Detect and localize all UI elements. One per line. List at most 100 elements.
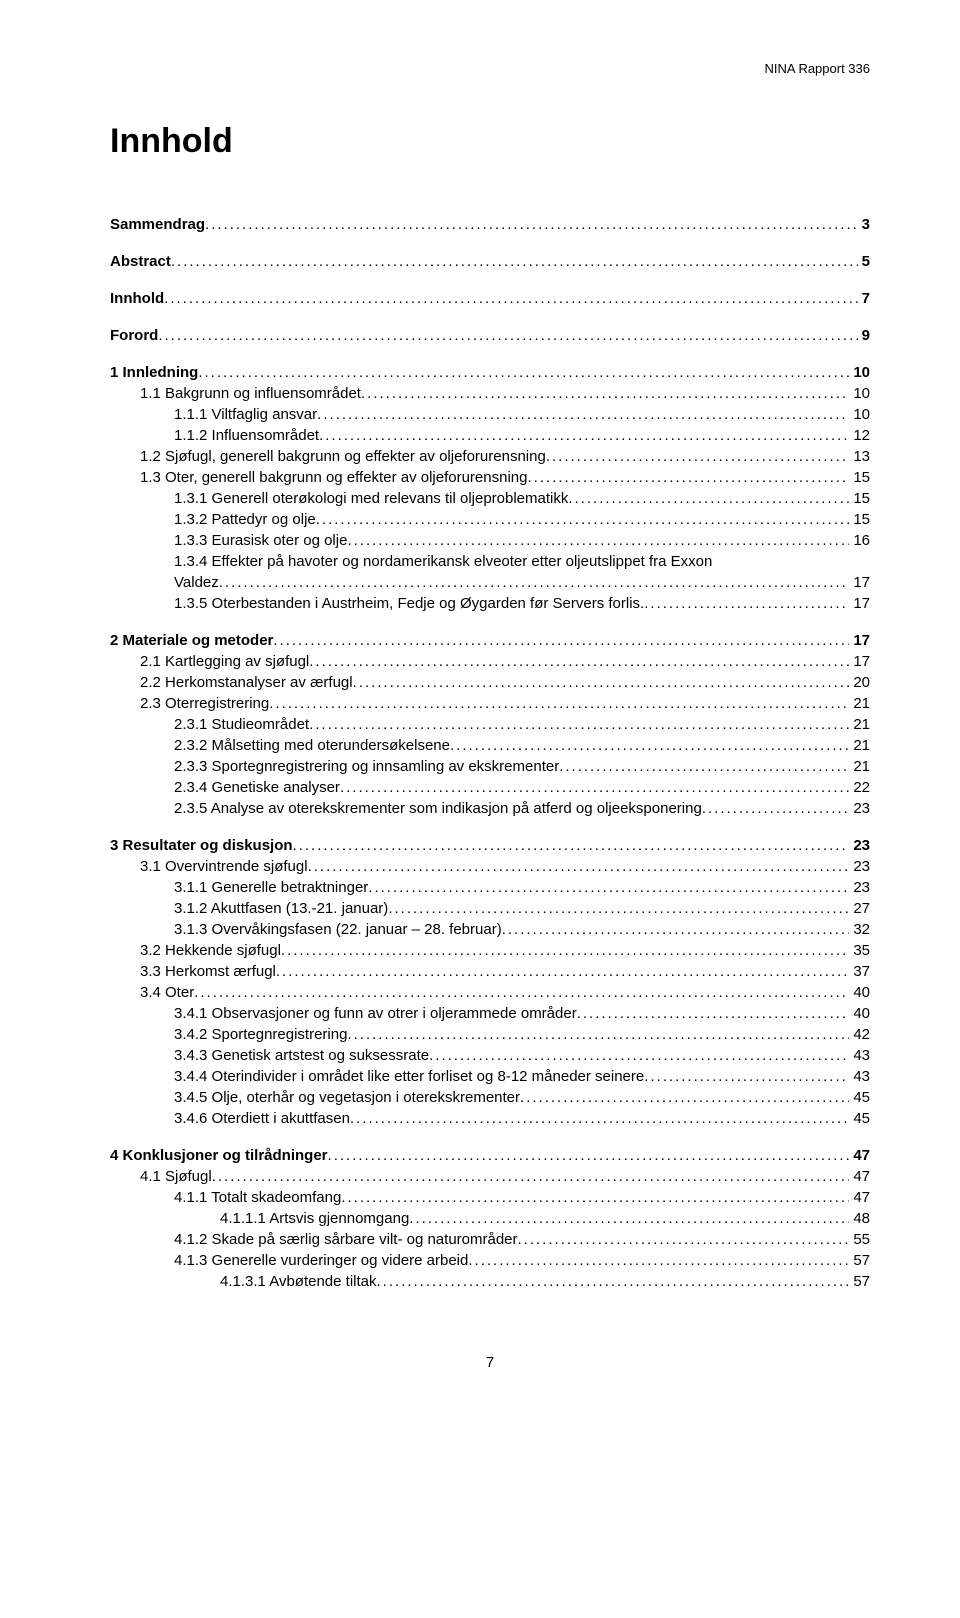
toc-leader-dots (328, 1145, 850, 1166)
toc-entry: 3.4.3 Genetisk artstest og suksessrate 43 (110, 1045, 870, 1066)
toc-label: 3.1.2 Akuttfasen (13.-21. januar) (174, 898, 388, 919)
toc-leader-dots (158, 325, 857, 346)
toc-label: 1 Innledning (110, 362, 198, 383)
toc-leader-dots (281, 940, 849, 961)
toc-leader-dots (518, 1229, 850, 1250)
toc-leader-dots (273, 630, 849, 651)
table-of-contents: Sammendrag3Abstract5Innhold7Forord91 Inn… (110, 214, 870, 1292)
toc-entry: 1.3.5 Oterbestanden i Austrheim, Fedje o… (110, 593, 870, 614)
toc-leader-dots (353, 672, 850, 693)
toc-entry: 2.3 Oterregistrering21 (110, 693, 870, 714)
toc-label: 3.2 Hekkende sjøfugl (140, 940, 281, 961)
toc-leader-dots (194, 982, 849, 1003)
toc-leader-dots (269, 693, 849, 714)
toc-leader-dots (319, 425, 849, 446)
toc-leader-dots (316, 509, 850, 530)
toc-page: 10 (849, 383, 870, 404)
toc-page: 21 (849, 693, 870, 714)
toc-page: 3 (858, 214, 870, 235)
toc-label: 1.3.1 Generell oterøkologi med relevans … (174, 488, 568, 509)
toc-page: 27 (849, 898, 870, 919)
toc-leader-dots (450, 735, 849, 756)
toc-leader-dots (212, 1166, 850, 1187)
toc-page: 16 (849, 530, 870, 551)
toc-label: 3.3 Herkomst ærfugl (140, 961, 276, 982)
toc-label: 4 Konklusjoner og tilrådninger (110, 1145, 328, 1166)
toc-label: 2.3.3 Sportegnregistrering og innsamling… (174, 756, 559, 777)
toc-entry: 2 Materiale og metoder 17 (110, 630, 870, 651)
toc-page: 47 (849, 1166, 870, 1187)
toc-page: 15 (849, 467, 870, 488)
toc-leader-dots (644, 1066, 849, 1087)
toc-label: 1.3.5 Oterbestanden i Austrheim, Fedje o… (174, 593, 644, 614)
toc-entry: 2.3.1 Studieområdet 21 (110, 714, 870, 735)
toc-label: 4.1.2 Skade på særlig sårbare vilt- og n… (174, 1229, 518, 1250)
toc-leader-dots (347, 530, 849, 551)
toc-leader-dots (309, 651, 849, 672)
toc-page: 37 (849, 961, 870, 982)
toc-entry: 2.3.4 Genetiske analyser 22 (110, 777, 870, 798)
toc-page: 43 (849, 1045, 870, 1066)
toc-leader-dots (388, 898, 849, 919)
toc-leader-dots (429, 1045, 849, 1066)
toc-entry: 3.4.2 Sportegnregistrering42 (110, 1024, 870, 1045)
toc-leader-dots (205, 214, 858, 235)
toc-label: 3.4 Oter (140, 982, 194, 1003)
toc-page: 47 (849, 1187, 870, 1208)
toc-label: 1.3.2 Pattedyr og olje (174, 509, 316, 530)
toc-page: 17 (849, 651, 870, 672)
toc-label: 3.4.3 Genetisk artstest og suksessrate (174, 1045, 429, 1066)
toc-label: 2 Materiale og metoder (110, 630, 273, 651)
toc-entry: 1 Innledning 10 (110, 362, 870, 383)
toc-label: 4.1.3.1 Avbøtende tiltak (220, 1271, 377, 1292)
toc-entry: 4.1.3 Generelle vurderinger og videre ar… (110, 1250, 870, 1271)
toc-entry: 3.3 Herkomst ærfugl 37 (110, 961, 870, 982)
toc-label: 3.4.6 Oterdiett i akuttfasen (174, 1108, 350, 1129)
toc-label: 1.1 Bakgrunn og influensområdet (140, 383, 361, 404)
toc-leader-dots (219, 572, 850, 593)
toc-leader-dots (568, 488, 849, 509)
toc-leader-dots (347, 1024, 849, 1045)
toc-page: 13 (849, 446, 870, 467)
toc-label: 2.3.2 Målsetting med oterundersøkelsene (174, 735, 450, 756)
toc-page: 21 (849, 714, 870, 735)
toc-entry: 2.3.3 Sportegnregistrering og innsamling… (110, 756, 870, 777)
toc-page: 21 (849, 735, 870, 756)
toc-leader-dots (340, 777, 849, 798)
toc-page: 17 (849, 630, 870, 651)
toc-label: 2.3.5 Analyse av oterekskrementer som in… (174, 798, 702, 819)
toc-leader-dots (361, 383, 849, 404)
toc-label: 1.3.4 Effekter på havoter og nordamerika… (174, 551, 870, 572)
toc-entry: 1.2 Sjøfugl, generell bakgrunn og effekt… (110, 446, 870, 467)
toc-entry: 2.1 Kartlegging av sjøfugl17 (110, 651, 870, 672)
toc-page: 22 (849, 777, 870, 798)
toc-page: 17 (849, 572, 870, 593)
toc-page: 23 (849, 798, 870, 819)
toc-label: 2.3.4 Genetiske analyser (174, 777, 340, 798)
toc-entry: Sammendrag3 (110, 214, 870, 235)
toc-entry: 1.1 Bakgrunn og influensområdet 10 (110, 383, 870, 404)
toc-page: 10 (849, 362, 870, 383)
toc-label: 3.1.1 Generelle betraktninger (174, 877, 368, 898)
toc-label: 2.2 Herkomstanalyser av ærfugl (140, 672, 353, 693)
toc-label: 2.3.1 Studieområdet (174, 714, 309, 735)
toc-leader-dots (309, 714, 849, 735)
toc-label: 3.4.2 Sportegnregistrering (174, 1024, 347, 1045)
toc-leader-dots (546, 446, 849, 467)
toc-label: Innhold (110, 288, 164, 309)
toc-entry: 3.4.4 Oterindivider i området like etter… (110, 1066, 870, 1087)
toc-leader-dots (468, 1250, 849, 1271)
toc-entry: 2.3.2 Målsetting med oterundersøkelsene 2… (110, 735, 870, 756)
toc-entry: 1.1.2 Influensområdet12 (110, 425, 870, 446)
toc-entry: 3.1.2 Akuttfasen (13.-21. januar) 27 (110, 898, 870, 919)
toc-entry: 4 Konklusjoner og tilrådninger47 (110, 1145, 870, 1166)
toc-page: 23 (849, 835, 870, 856)
toc-entry: 3.4.1 Observasjoner og funn av otrer i o… (110, 1003, 870, 1024)
toc-label: 3 Resultater og diskusjon (110, 835, 293, 856)
page-title: Innhold (110, 118, 870, 166)
toc-page: 23 (849, 877, 870, 898)
toc-entry: 4.1 Sjøfugl47 (110, 1166, 870, 1187)
toc-label: 1.3 Oter, generell bakgrunn og effekter … (140, 467, 527, 488)
toc-leader-dots (559, 756, 849, 777)
toc-label: 4.1.3 Generelle vurderinger og videre ar… (174, 1250, 468, 1271)
